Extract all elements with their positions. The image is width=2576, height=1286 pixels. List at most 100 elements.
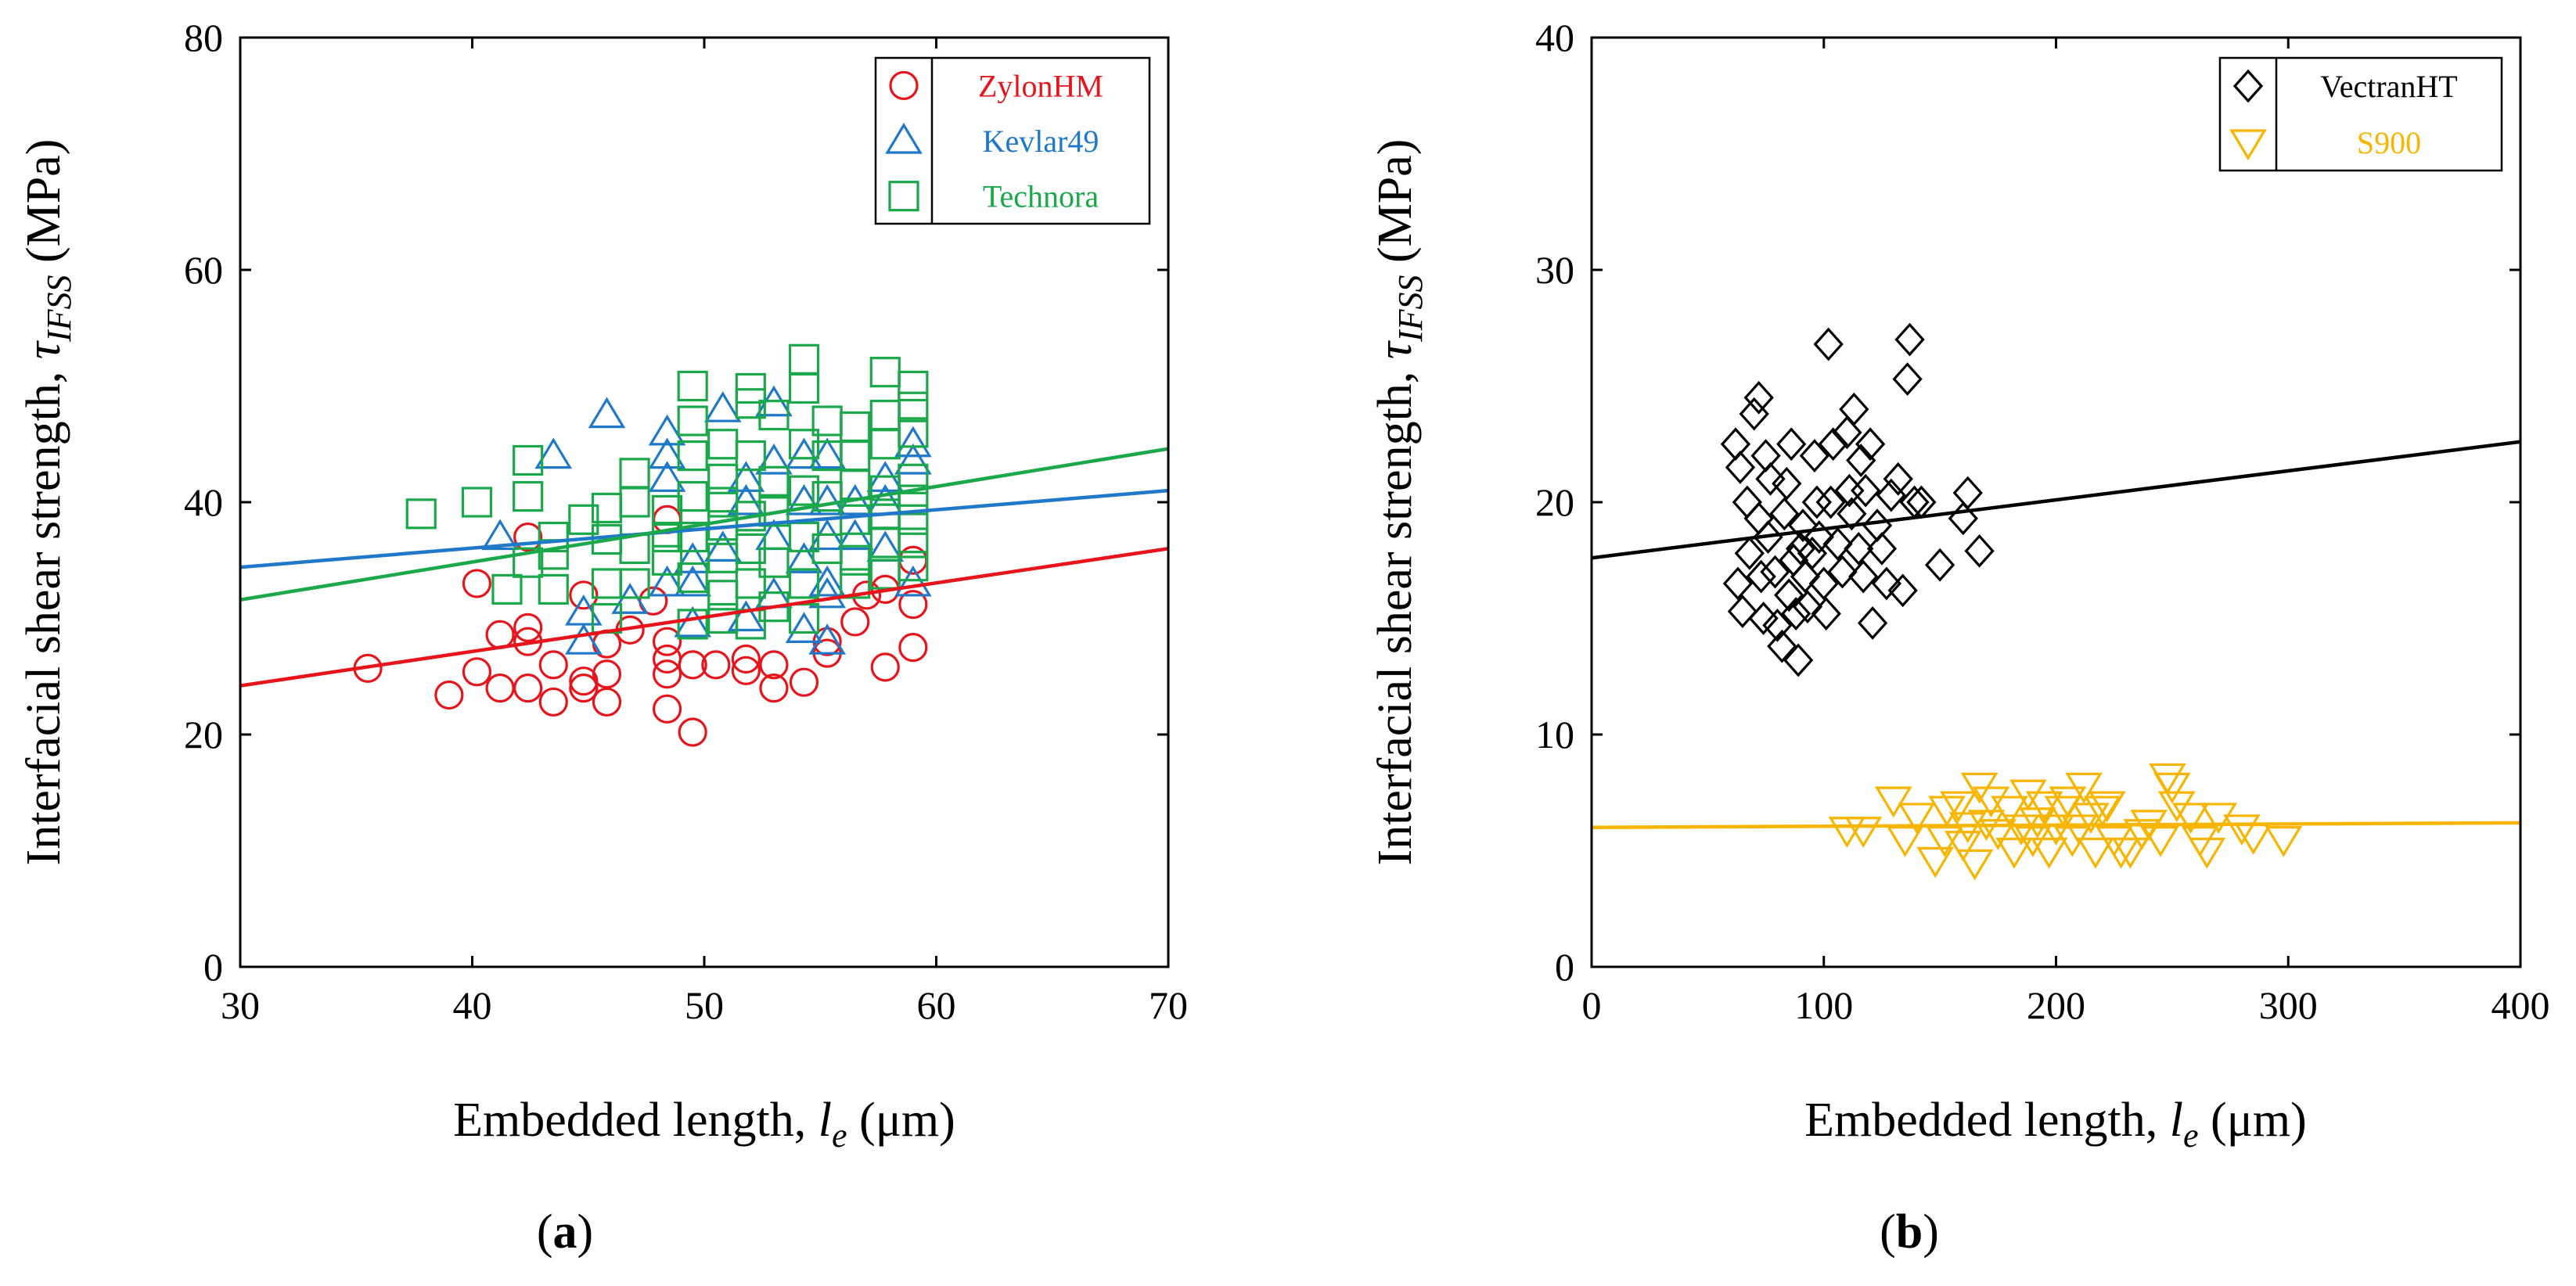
x-tick-label: 70 — [1149, 983, 1188, 1027]
technora-data-point — [898, 504, 929, 535]
vectranht-data-point — [1727, 595, 1758, 628]
zylonhm-data-point — [569, 673, 599, 703]
technora-data-point — [619, 487, 650, 518]
vectranht-data-point — [1839, 392, 1869, 426]
x-tick-label: 0 — [1582, 983, 1602, 1027]
technora-data-point — [735, 440, 766, 472]
technora-data-point — [788, 475, 820, 506]
s900-data-point — [1944, 830, 1982, 862]
vectranht-data-point — [1827, 555, 1858, 589]
technora-data-point — [788, 429, 820, 460]
s900-data-point — [2171, 803, 2210, 835]
vectranht-data-point — [1883, 462, 1913, 496]
legend-s900-label: S900 — [2357, 125, 2421, 160]
vectranht-data-point — [1760, 555, 1790, 589]
technora-data-point — [898, 417, 929, 448]
s900-data-point — [2265, 826, 2303, 857]
vectranht-data-point — [1767, 629, 1797, 663]
legend-frame — [874, 56, 1151, 225]
vectranht-data-point — [1725, 451, 1756, 484]
s900-data-point — [2153, 772, 2191, 804]
kevlar49-fit-line — [240, 488, 1168, 569]
kevlar49-data-point — [564, 623, 603, 655]
y-tick-label: 60 — [184, 248, 223, 292]
kevlar49-data-point — [808, 623, 846, 655]
technora-data-point — [677, 370, 708, 402]
legend-technora-label: Technora — [983, 179, 1099, 214]
vectranht-data-point — [1739, 397, 1769, 431]
technora-data-point — [898, 391, 929, 422]
legend-frame — [2218, 56, 2503, 172]
kevlar49-data-point — [534, 437, 573, 469]
zylonhm-data-point — [870, 652, 900, 682]
technora-data-point — [869, 357, 901, 388]
vectranht-data-point — [1755, 462, 1786, 496]
technora-data-point — [788, 343, 820, 375]
vectranht-data-point — [1862, 508, 1893, 543]
vectranht-data-point — [1722, 566, 1754, 601]
panel-b-series-vectranht — [1720, 322, 1995, 677]
panel-a-ticks: 30 40 50 60 70 0 20 40 60 80 — [184, 16, 1188, 1027]
vectranht-data-point — [1799, 439, 1830, 472]
technora-data-point — [538, 573, 569, 605]
legend-zylonhm-label: ZylonHM — [978, 68, 1103, 103]
kevlar49-data-point — [648, 565, 686, 597]
technora-data-point — [735, 568, 766, 599]
s900-data-point — [1995, 837, 2033, 869]
vectranht-data-point — [1846, 444, 1876, 477]
panel-b-series-s900 — [1828, 763, 2303, 881]
s900-data-point — [1928, 796, 1966, 828]
technora-data-point — [677, 562, 708, 594]
s900-data-point — [2234, 824, 2272, 855]
technora-data-point — [898, 463, 929, 494]
technora-data-point — [788, 521, 820, 553]
technora-data-point — [651, 544, 683, 576]
panel-b-vectran-s900: 0 100 200 300 400 0 10 20 30 40 Embedded length, … — [1369, 16, 2550, 1259]
panel-b-legend: VectranHT S900 — [2218, 56, 2503, 172]
s900-data-point — [2037, 814, 2075, 846]
s900-data-point — [2111, 837, 2150, 869]
technora-data-point — [758, 465, 790, 497]
vectranht-data-point — [1743, 380, 1774, 415]
s900-data-point — [2157, 791, 2196, 823]
panel-b-label: (b) — [1880, 1205, 1939, 1259]
panel-a-label: (a) — [537, 1205, 593, 1259]
panel-a-y-axis-title: Interfacial shear strength, τIFSS (MPa) — [17, 139, 78, 866]
technora-data-point — [758, 400, 790, 431]
y-tick-label: 20 — [1535, 480, 1574, 524]
kevlar49-data-point — [674, 605, 712, 638]
s900-data-point — [1972, 786, 2010, 818]
panel-b-y-axis-title: Interfacial shear strength, τIFSS (MPa) — [1369, 139, 1430, 866]
technora-data-point — [758, 547, 790, 578]
zylonhm-data-point — [513, 612, 543, 642]
vectranht-data-point — [1734, 536, 1765, 570]
kevlar49-data-point — [703, 530, 742, 562]
vectranht-data-point — [1743, 501, 1774, 536]
zylonhm-data-point — [678, 650, 707, 680]
technora-data-point — [840, 440, 871, 472]
x-tick-label: 300 — [2259, 983, 2318, 1027]
vectranht-data-point — [1808, 566, 1839, 601]
s900-data-point — [2049, 786, 2087, 818]
technora-data-point — [568, 504, 599, 535]
s900-data-point — [2142, 826, 2179, 857]
technora-data-point — [677, 480, 708, 512]
s900-data-point — [2065, 772, 2103, 804]
s900-data-point — [1898, 803, 1936, 835]
kevlar49-data-point — [836, 519, 874, 551]
y-tick-label: 40 — [184, 480, 223, 524]
technora-data-point — [538, 521, 569, 553]
s900-data-point — [2030, 837, 2068, 869]
legend-vectranht-label: VectranHT — [2320, 69, 2457, 104]
vectranht-data-point — [1750, 439, 1781, 472]
s900-fit-line — [1592, 821, 2520, 830]
zylonhm-data-point — [652, 627, 682, 656]
vectranht-data-point — [1811, 597, 1841, 630]
vectranht-data-point — [1871, 566, 1902, 601]
zylonhm-data-point — [701, 650, 731, 680]
s900-data-point — [2009, 779, 2047, 811]
vectranht-data-point — [1837, 497, 1867, 531]
vectranht-data-point — [1801, 485, 1832, 519]
vectranht-data-point — [1948, 501, 1978, 536]
